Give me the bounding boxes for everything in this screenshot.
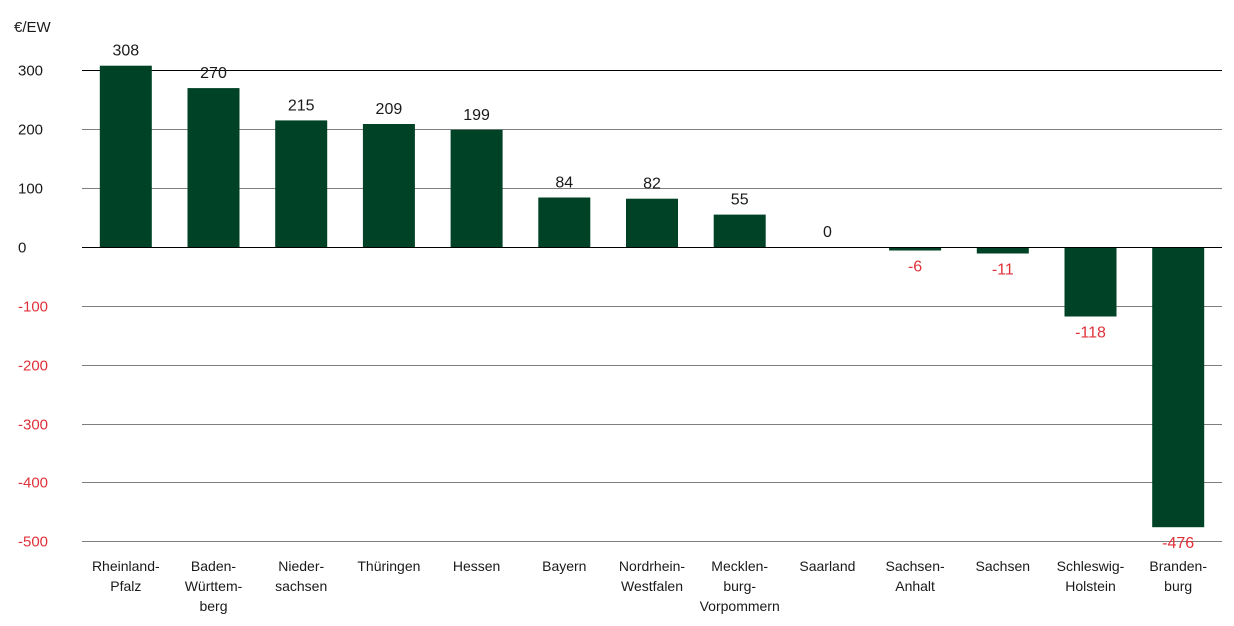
x-tick-label: sachsen bbox=[275, 578, 327, 594]
x-tick-label: Branden- bbox=[1149, 558, 1207, 574]
y-tick-label: -500 bbox=[18, 534, 48, 551]
x-tick-label: Vorpommern bbox=[700, 598, 780, 614]
x-tick-label: Schleswig- bbox=[1057, 558, 1125, 574]
bar bbox=[362, 124, 415, 247]
x-tick-label: Württem- bbox=[185, 578, 243, 594]
bar bbox=[187, 88, 240, 247]
bar bbox=[889, 247, 942, 251]
value-label: 0 bbox=[823, 224, 832, 241]
value-label: -6 bbox=[908, 259, 922, 276]
x-tick-label: Baden- bbox=[191, 558, 236, 574]
x-tick-label: Sachsen- bbox=[886, 558, 945, 574]
x-tick-label: Rheinland- bbox=[92, 558, 160, 574]
value-label: 82 bbox=[643, 176, 661, 193]
y-axis-ticks: 300 200 100 0 -100 -200 -300 -400 -500 bbox=[18, 63, 48, 551]
x-tick-label: Westfalen bbox=[621, 578, 683, 594]
bar bbox=[99, 65, 152, 247]
x-tick-label: Pfalz bbox=[110, 578, 141, 594]
bar bbox=[538, 197, 591, 247]
value-label: 308 bbox=[112, 43, 139, 60]
value-label: 55 bbox=[731, 192, 749, 209]
value-label: 215 bbox=[288, 97, 315, 114]
value-label: 84 bbox=[555, 175, 573, 192]
x-tick-label: Nordrhein- bbox=[619, 558, 685, 574]
x-tick-label: Bayern bbox=[542, 558, 586, 574]
bar bbox=[450, 129, 503, 247]
value-label: 270 bbox=[200, 65, 227, 82]
y-axis-unit-label: €/EW bbox=[14, 19, 52, 36]
bar bbox=[626, 198, 678, 247]
x-tick-label: Anhalt bbox=[895, 578, 935, 594]
x-tick-label: Mecklen- bbox=[711, 558, 768, 574]
x-tick-label: Thüringen bbox=[357, 558, 420, 574]
bar bbox=[275, 120, 328, 247]
x-tick-label: Holstein bbox=[1065, 578, 1116, 594]
x-tick-label: Sachsen bbox=[976, 558, 1030, 574]
y-tick-label: -100 bbox=[18, 299, 48, 316]
bars bbox=[99, 65, 1205, 528]
y-tick-label: 0 bbox=[18, 240, 26, 257]
x-tick-label: berg bbox=[199, 598, 227, 614]
value-label: -476 bbox=[1162, 535, 1194, 552]
y-tick-label: 100 bbox=[18, 181, 43, 198]
value-label: -118 bbox=[1075, 325, 1106, 342]
value-label: -11 bbox=[992, 262, 1014, 279]
bar bbox=[1064, 247, 1117, 317]
value-labels: 308 270 215 209 199 84 82 55 0 -6 -11 -118 -476 bbox=[112, 43, 1194, 553]
bar bbox=[976, 247, 1029, 254]
value-label: 209 bbox=[376, 101, 403, 118]
gridlines bbox=[82, 70, 1222, 542]
bar bbox=[1152, 247, 1205, 528]
y-tick-label: 200 bbox=[18, 122, 43, 139]
x-tick-label: Saarland bbox=[799, 558, 855, 574]
x-tick-label: Nieder- bbox=[278, 558, 324, 574]
bar bbox=[713, 214, 766, 247]
y-tick-label: -300 bbox=[18, 417, 48, 434]
y-tick-label: -200 bbox=[18, 358, 48, 375]
value-label: 199 bbox=[463, 107, 490, 124]
y-tick-label: -400 bbox=[18, 475, 48, 492]
x-tick-label: Hessen bbox=[453, 558, 500, 574]
x-tick-label: burg bbox=[1164, 578, 1192, 594]
y-tick-label: 300 bbox=[18, 63, 43, 80]
x-axis-labels: Rheinland- Pfalz Baden- Württem-berg Nieder-… bbox=[92, 558, 1207, 614]
x-tick-label: burg- bbox=[723, 578, 756, 594]
